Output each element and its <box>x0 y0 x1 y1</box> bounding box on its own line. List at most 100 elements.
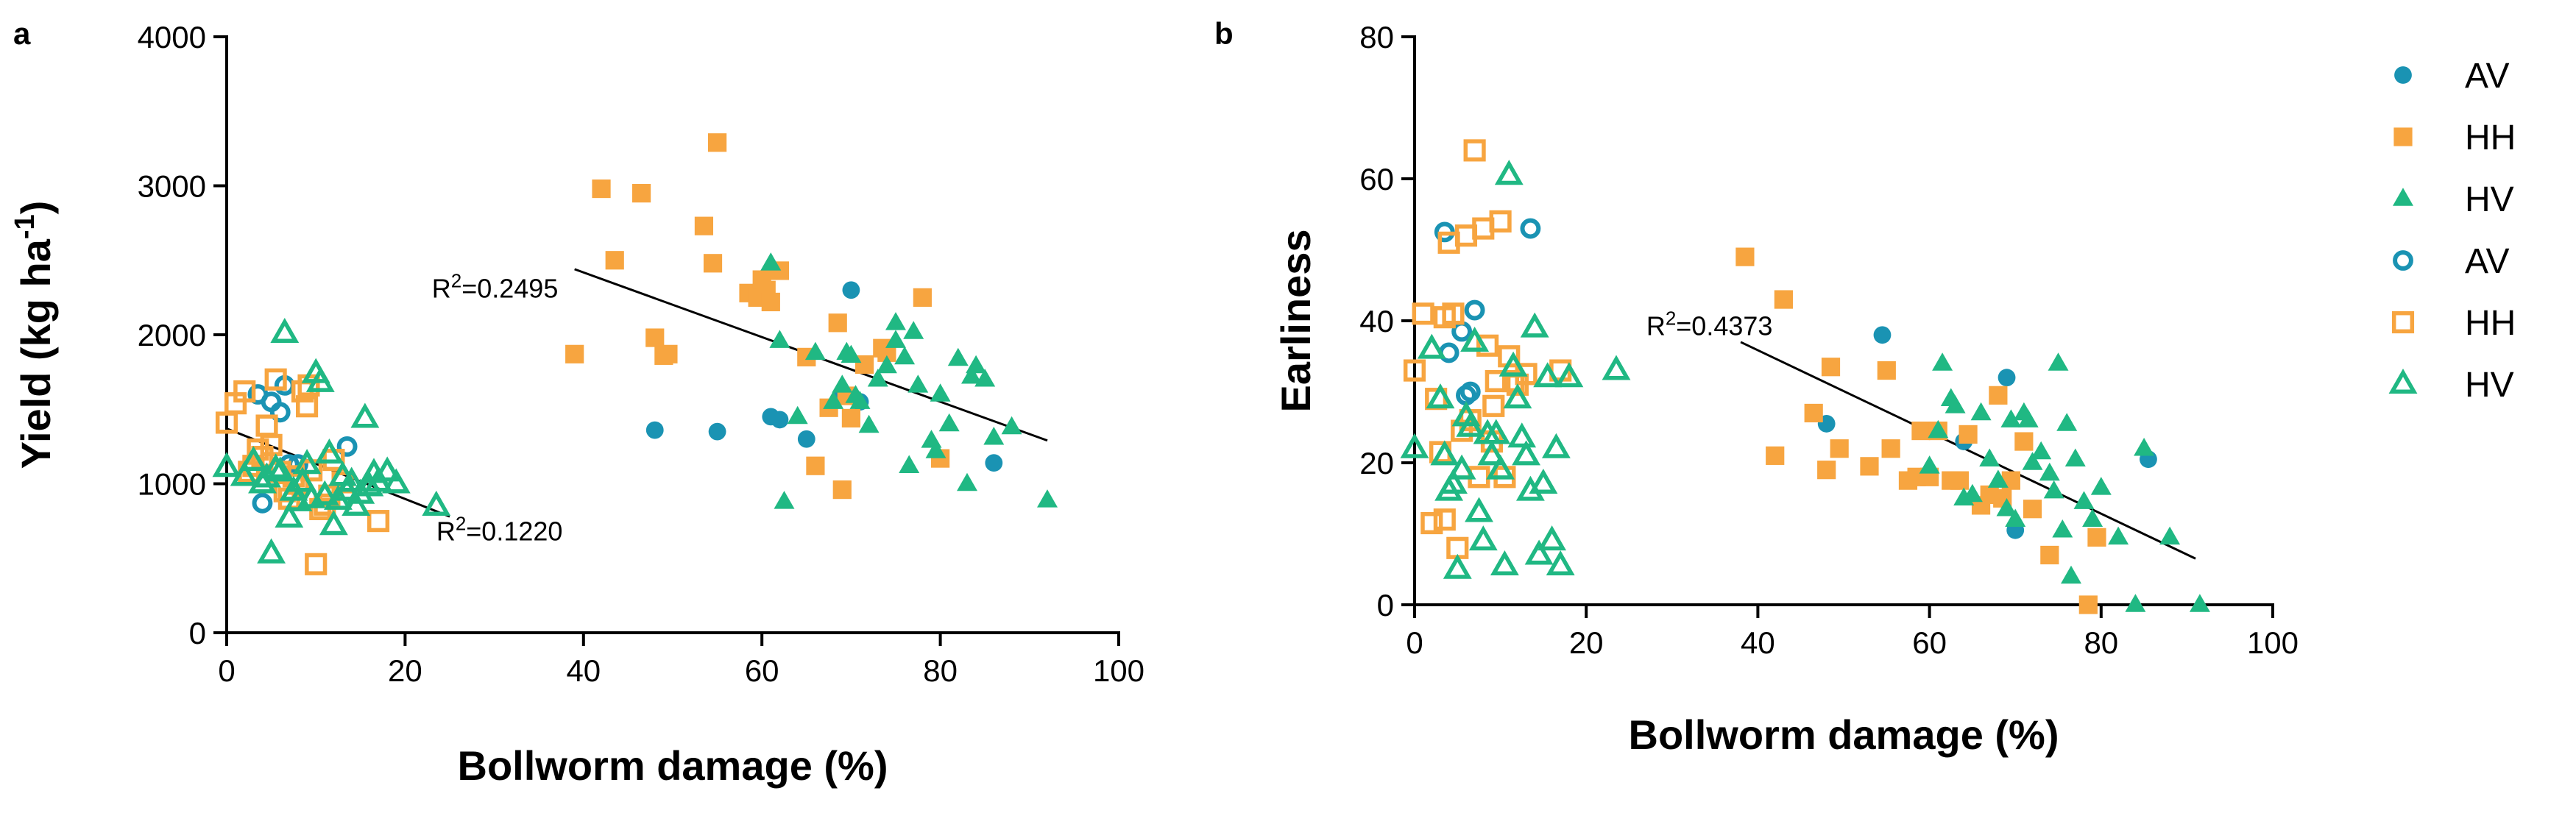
point-a-hv-open-9 <box>275 503 304 528</box>
x-tick-label-a-40: 40 <box>566 653 601 688</box>
x-tick-label-b-100: 100 <box>2247 625 2299 660</box>
point-b-hh-open-5 <box>1433 508 1456 531</box>
point-a-hv-filled-14 <box>885 312 906 330</box>
r-squared-label-a-1: R2=0.2495 <box>432 269 559 303</box>
point-a-hv-filled-11 <box>858 414 880 433</box>
point-b-hh-open-18 <box>1489 210 1512 232</box>
point-a-hh-filled-20 <box>832 480 852 500</box>
point-a-hv-filled-8 <box>841 344 862 363</box>
x-tick-label-a-100: 100 <box>1093 653 1144 688</box>
point-a-hv-filled-29 <box>885 330 906 348</box>
point-a-hh-filled-9 <box>708 133 727 152</box>
point-a-av-filled-1 <box>708 422 726 441</box>
point-a-hh-open-15 <box>296 395 319 418</box>
panel-label-a: a <box>13 16 31 51</box>
point-a-hv-filled-28 <box>1037 489 1058 508</box>
point-b-hh-filled-0 <box>1735 247 1755 266</box>
point-a-hv-open-27 <box>355 471 384 497</box>
point-b-hv-open-28 <box>1538 525 1567 551</box>
point-b-hv-open-31 <box>1554 362 1584 388</box>
panel-b-earliness-chart: b 0 20 40 60 80 100 0 20 40 60 80 Bollworm damage (%… <box>1214 16 2299 758</box>
point-a-hv-filled-22 <box>947 347 969 366</box>
point-b-hv-open-25 <box>1524 539 1554 565</box>
point-b-av-filled-1 <box>1873 326 1892 344</box>
legend-label-hv-open: HV <box>2465 366 2514 405</box>
point-a-hh-filled-0 <box>565 344 584 363</box>
point-a-hv-filled-0 <box>760 252 782 271</box>
point-a-hv-filled-23 <box>957 472 977 491</box>
point-b-hv-open-27 <box>1533 362 1563 388</box>
x-tick-label-a-80: 80 <box>923 653 958 688</box>
point-b-hv-filled-23 <box>2064 448 2086 466</box>
point-a-av-open-3 <box>269 402 291 423</box>
point-b-av-open-2 <box>1451 321 1473 342</box>
point-a-hh-filled-17 <box>806 456 825 475</box>
point-a-hh-filled-7 <box>694 216 714 235</box>
x-tick-label-a-0: 0 <box>218 653 235 688</box>
point-b-hv-filled-30 <box>2159 526 2181 545</box>
x-tick-label-b-80: 80 <box>2084 625 2118 660</box>
point-a-hv-open-16 <box>305 366 335 392</box>
point-b-hv-open-12 <box>1468 525 1498 551</box>
point-b-hv-filled-17 <box>2039 462 2060 481</box>
point-a-hv-open-32 <box>422 490 451 516</box>
point-b-hh-filled-2 <box>1774 290 1793 309</box>
point-b-hv-open-2 <box>1426 383 1455 409</box>
point-a-hv-filled-20 <box>930 383 951 402</box>
point-b-hv-filled-15 <box>2022 452 2043 470</box>
point-a-hv-filled-19 <box>921 430 942 448</box>
point-a-av-open-1 <box>252 492 273 514</box>
point-b-hh-filled-9 <box>1881 439 1900 458</box>
legend-marker-hv-open <box>2388 369 2418 394</box>
legend-label-av-open: AV <box>2465 242 2509 281</box>
legend-label-hv-filled: HV <box>2465 180 2514 219</box>
point-b-hh-open-15 <box>1476 334 1499 357</box>
series-b-hh-filled <box>1735 247 2106 614</box>
point-a-hv-open-8 <box>270 317 300 344</box>
x-tick-label-b-40: 40 <box>1741 625 1775 660</box>
point-a-hv-filled-30 <box>925 440 946 458</box>
point-a-hv-filled-15 <box>894 346 916 365</box>
legend-marker-hv-filled <box>2393 188 2413 206</box>
point-a-hv-open-26 <box>350 402 380 428</box>
x-axis-title-a: Bollworm damage (%) <box>458 742 888 789</box>
point-a-hh-filled-4 <box>645 328 665 347</box>
legend-marker-hh-filled <box>2393 127 2413 146</box>
point-b-hv-filled-25 <box>2082 508 2103 527</box>
point-a-hh-filled-8 <box>703 254 723 273</box>
series-a-av-filled <box>645 281 1003 472</box>
point-b-av-filled-4 <box>1998 369 2016 387</box>
point-b-hv-open-29 <box>1541 433 1571 458</box>
point-b-hv-filled-24 <box>2073 491 2095 509</box>
x-tick-label-a-60: 60 <box>745 653 779 688</box>
legend-marker-av-open <box>2393 250 2413 271</box>
r-squared-label-b-1: R2=0.4373 <box>1646 307 1773 341</box>
point-b-hv-filled-7 <box>1970 402 1992 421</box>
point-b-hv-open-6 <box>1443 553 1472 579</box>
point-b-hv-open-15 <box>1482 419 1511 444</box>
x-tick-label-b-60: 60 <box>1912 625 1947 660</box>
point-b-hv-open-0 <box>1400 433 1429 458</box>
point-a-hh-filled-6 <box>659 344 678 363</box>
r-squared-label-a-2: R2=0.1220 <box>436 512 563 546</box>
point-a-hv-open-18 <box>314 439 344 464</box>
panel-label-b: b <box>1214 16 1234 51</box>
point-b-hh-open-26 <box>1433 306 1456 329</box>
point-b-hv-filled-20 <box>2052 519 2073 538</box>
y-tick-label-b-0: 0 <box>1377 588 1394 622</box>
point-a-hh-open-23 <box>367 510 390 533</box>
legend-label-hh-filled: HH <box>2465 118 2516 157</box>
point-a-hv-open-23 <box>337 466 367 492</box>
point-b-hv-filled-26 <box>2090 477 2112 495</box>
point-a-hv-filled-18 <box>907 374 929 393</box>
legend: AV HH HV AV HH HV <box>2388 57 2516 405</box>
point-b-hh-filled-25 <box>2040 545 2059 565</box>
x-tick-label-a-20: 20 <box>388 653 422 688</box>
point-a-hh-filled-22 <box>841 408 860 427</box>
point-b-hv-open-18 <box>1494 160 1524 185</box>
point-b-hv-filled-19 <box>2048 352 2069 371</box>
point-b-av-open-6 <box>1520 218 1541 239</box>
point-a-hv-filled-5 <box>823 391 844 409</box>
point-b-hv-open-5 <box>1439 468 1468 494</box>
